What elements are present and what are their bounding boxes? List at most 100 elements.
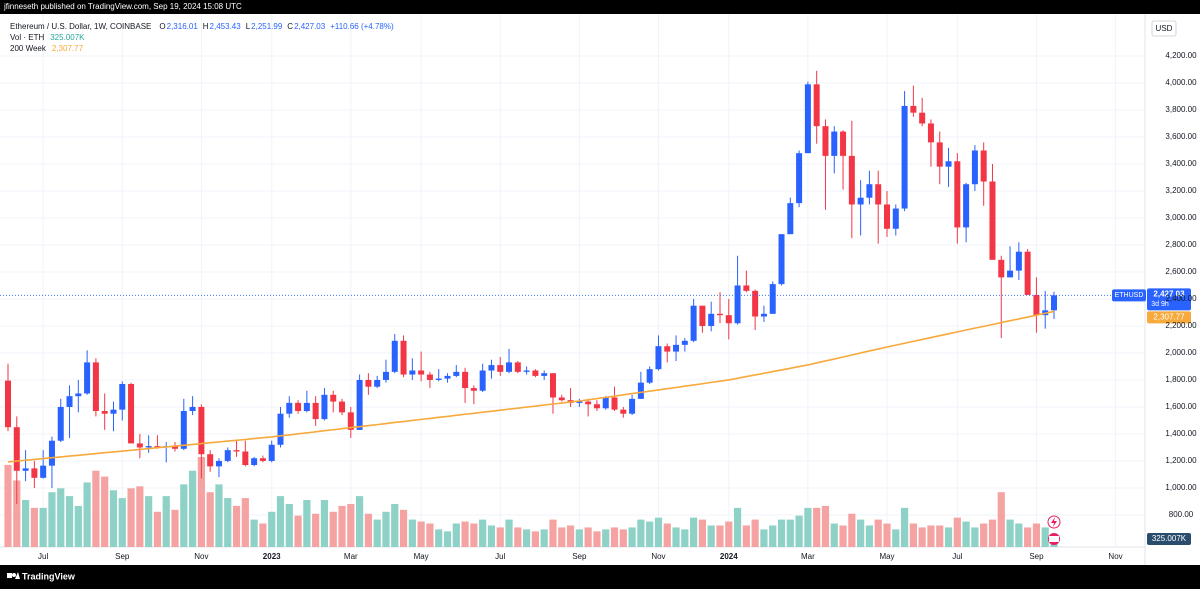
volume-bar	[777, 519, 786, 547]
volume-bar	[496, 527, 504, 547]
volume-bar	[962, 521, 970, 547]
candle-body	[444, 375, 451, 379]
y-tick-label: 3,200.00	[1165, 186, 1197, 195]
candle-body	[602, 397, 609, 409]
candle-body	[172, 446, 179, 449]
volume-bar	[259, 523, 267, 547]
candle-body	[488, 365, 495, 371]
volume-bar	[48, 492, 56, 547]
candle-body	[646, 369, 653, 383]
candle-body	[128, 384, 135, 444]
volume-bar	[505, 519, 513, 547]
volume-bar	[637, 519, 645, 547]
volume-bar	[575, 529, 583, 547]
candle-body	[382, 371, 389, 380]
volume-bar	[804, 507, 812, 547]
currency: USD	[1156, 24, 1173, 33]
countdown: 3d 9h	[1151, 301, 1169, 308]
candle-body	[760, 313, 767, 317]
volume-bar	[918, 527, 926, 547]
candle-body	[145, 446, 152, 448]
x-tick-label: Sep	[115, 552, 130, 561]
candle-body	[277, 413, 284, 445]
candle-body	[690, 305, 697, 341]
candle-body	[1015, 251, 1022, 271]
y-tick-label: 1,600.00	[1165, 402, 1197, 411]
candle-body	[963, 184, 970, 228]
volume-bar	[276, 496, 285, 547]
ohlc-key: C	[287, 22, 293, 31]
y-tick-label: 4,000.00	[1165, 78, 1197, 87]
y-tick-label: 2,800.00	[1165, 240, 1197, 249]
candle-body	[303, 402, 310, 412]
candle-body	[892, 208, 899, 229]
y-tick-label: 3,400.00	[1165, 159, 1197, 168]
candle-body	[980, 150, 987, 182]
volume-bar	[566, 525, 575, 547]
candle-body	[92, 362, 99, 412]
top-bar	[0, 0, 1200, 14]
x-tick-label: Sep	[1029, 552, 1044, 561]
ohlc-key: O	[159, 22, 165, 31]
x-tick-label: 2024	[720, 552, 738, 561]
candle-body	[136, 443, 143, 448]
candle-body	[576, 401, 583, 403]
candle-body	[848, 155, 855, 205]
candle-body	[831, 131, 838, 156]
volume-bar	[101, 476, 109, 547]
brand-logo	[7, 572, 20, 579]
volume-bar	[654, 517, 663, 547]
candle-body	[365, 379, 372, 387]
candle-body	[549, 373, 556, 398]
candle-body	[954, 161, 961, 228]
currency-box[interactable]	[1151, 20, 1177, 37]
volume-bar	[382, 511, 390, 547]
x-tick-label: Nov	[651, 552, 665, 561]
candle-body	[268, 444, 275, 461]
volume-bar	[197, 457, 205, 547]
candle-body	[1051, 295, 1058, 311]
candle-body	[699, 305, 706, 326]
candle-body	[506, 362, 513, 372]
volume-bar	[760, 529, 768, 547]
volume-bar	[523, 529, 531, 547]
candle-body	[40, 465, 47, 478]
x-tick-label: Nov	[194, 552, 208, 561]
volume-bar	[232, 505, 241, 547]
volume-bar	[953, 517, 961, 547]
x-tick-label: May	[414, 552, 429, 561]
volume-bar	[320, 500, 329, 547]
candle-body	[629, 398, 636, 414]
volume-bar	[65, 496, 74, 547]
volume-bar	[1041, 527, 1049, 547]
candle-body	[1007, 270, 1014, 278]
candle-body	[189, 406, 196, 412]
candle-body	[57, 406, 64, 441]
candle-body	[743, 285, 750, 291]
candle-body	[1024, 251, 1031, 295]
indicator-icons[interactable]	[1047, 515, 1061, 545]
volume-bar	[356, 496, 364, 547]
volume-bar	[39, 507, 47, 547]
volume-bar	[733, 507, 742, 547]
x-tick-label: Jul	[952, 552, 962, 561]
candle-body	[347, 412, 354, 430]
candle-body	[989, 181, 996, 260]
price-label: 2,427.03	[1153, 289, 1185, 298]
candle-body	[470, 388, 477, 391]
volume-bar	[180, 484, 188, 547]
candle-body	[673, 344, 680, 352]
candle-body	[725, 315, 732, 324]
volume-bar	[109, 490, 118, 547]
volume-bar	[118, 498, 126, 547]
candle-body	[391, 340, 398, 372]
candle-body	[796, 153, 803, 204]
ma-tag	[1147, 311, 1191, 324]
candle-body	[374, 379, 381, 387]
volume-bar	[294, 515, 302, 547]
volume-bar	[593, 531, 601, 547]
volume-bar	[470, 523, 478, 547]
volume-bar	[312, 513, 320, 547]
volume-bar	[391, 503, 399, 547]
volume-bar	[909, 523, 917, 547]
